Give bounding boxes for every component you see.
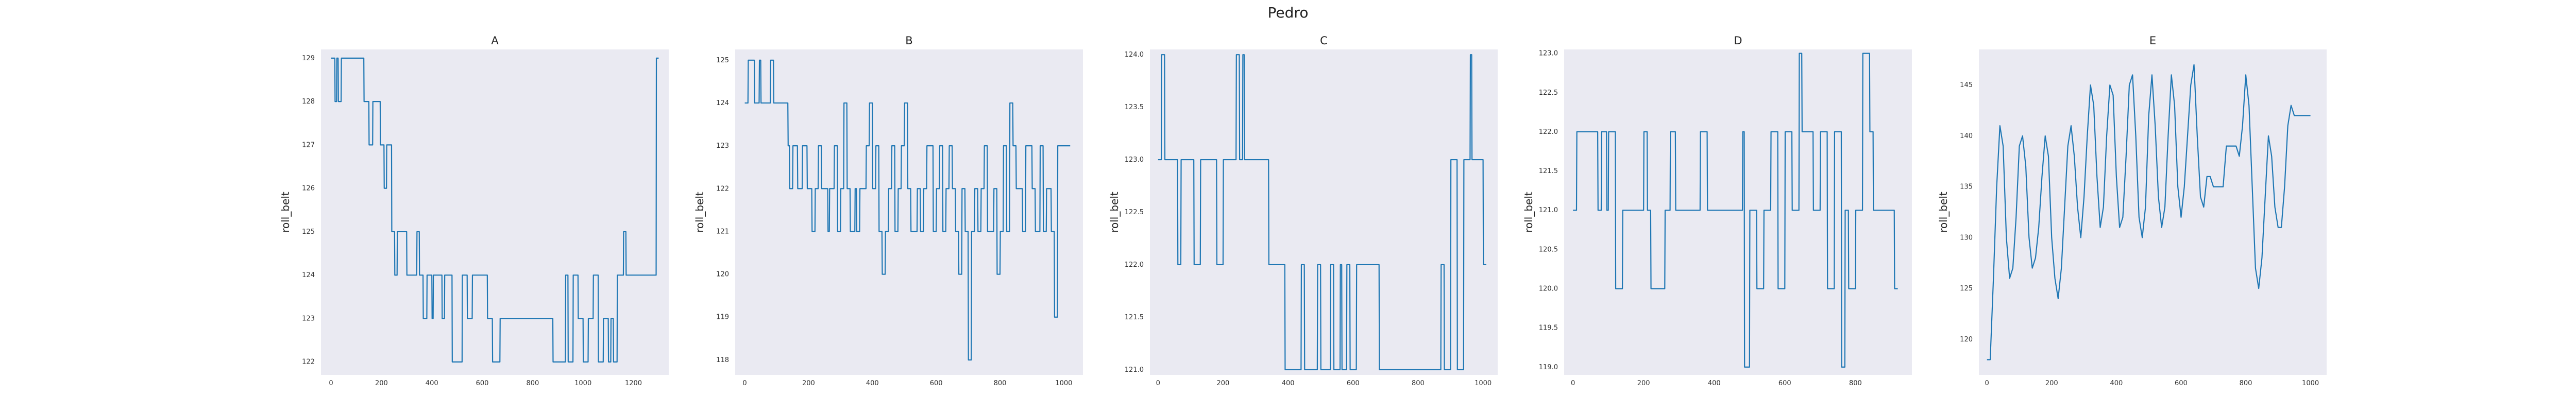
series-line-a bbox=[331, 57, 659, 363]
x-tick-label: 200 bbox=[1637, 380, 1650, 387]
subplot-title: B bbox=[905, 35, 912, 47]
series-line-e bbox=[1987, 64, 2311, 360]
x-tick-label: 0 bbox=[1571, 380, 1575, 387]
plot-area bbox=[735, 49, 1083, 375]
y-tick-label: 127 bbox=[302, 141, 315, 149]
x-tick-label: 400 bbox=[1282, 380, 1295, 387]
x-tick-label: 200 bbox=[2045, 380, 2058, 387]
x-tick-label: 400 bbox=[2110, 380, 2123, 387]
x-tick-label: 800 bbox=[2240, 380, 2252, 387]
x-tick-label: 600 bbox=[476, 380, 489, 387]
y-tick-label: 130 bbox=[1960, 234, 1973, 242]
x-tick-label: 200 bbox=[375, 380, 388, 387]
y-axis-label: roll_belt bbox=[693, 192, 706, 233]
plot-area bbox=[1150, 49, 1498, 375]
y-tick-label: 122.5 bbox=[1539, 89, 1558, 97]
y-tick-label: 119.0 bbox=[1539, 364, 1558, 371]
x-tick-label: 600 bbox=[1347, 380, 1360, 387]
y-tick-label: 128 bbox=[302, 98, 315, 106]
y-tick-label: 121.0 bbox=[1539, 207, 1558, 214]
y-tick-label: 129 bbox=[302, 55, 315, 62]
y-tick-label: 123.5 bbox=[1125, 104, 1144, 111]
x-tick-label: 0 bbox=[329, 380, 333, 387]
x-tick-label: 1000 bbox=[1475, 380, 1492, 387]
y-tick-label: 120 bbox=[716, 271, 729, 279]
x-tick-label: 400 bbox=[426, 380, 438, 387]
x-tick-label: 600 bbox=[1778, 380, 1791, 387]
y-tick-label: 135 bbox=[1960, 183, 1973, 191]
x-tick-label: 800 bbox=[1412, 380, 1425, 387]
y-tick-label: 123 bbox=[302, 315, 315, 322]
y-tick-label: 145 bbox=[1960, 81, 1973, 89]
y-axis-label: roll_belt bbox=[1522, 192, 1535, 233]
x-tick-label: 800 bbox=[526, 380, 539, 387]
y-tick-label: 125 bbox=[1960, 285, 1973, 293]
x-tick-label: 600 bbox=[930, 380, 943, 387]
y-tick-label: 120 bbox=[1960, 336, 1973, 344]
y-tick-label: 126 bbox=[302, 185, 315, 193]
y-tick-label: 121.5 bbox=[1125, 314, 1144, 321]
y-tick-label: 122 bbox=[716, 185, 729, 193]
x-tick-label: 0 bbox=[1985, 380, 1989, 387]
y-tick-label: 123 bbox=[716, 142, 729, 150]
y-tick-label: 121.5 bbox=[1539, 167, 1558, 175]
y-tick-label: 119.5 bbox=[1539, 324, 1558, 332]
figure-title: Pedro bbox=[1268, 4, 1309, 21]
y-tick-label: 121.0 bbox=[1125, 366, 1144, 374]
y-tick-label: 120.0 bbox=[1539, 285, 1558, 293]
x-tick-label: 0 bbox=[742, 380, 747, 387]
subplot-title: E bbox=[2149, 35, 2156, 47]
x-tick-label: 400 bbox=[1708, 380, 1721, 387]
subplot-title: C bbox=[1320, 35, 1328, 47]
y-tick-label: 123.0 bbox=[1539, 50, 1558, 58]
y-tick-label: 124 bbox=[302, 271, 315, 279]
x-tick-label: 1000 bbox=[1055, 380, 1072, 387]
y-tick-label: 122.0 bbox=[1539, 128, 1558, 136]
y-tick-label: 121 bbox=[716, 228, 729, 235]
y-tick-label: 120.5 bbox=[1539, 246, 1558, 253]
subplot-title: A bbox=[491, 35, 499, 47]
x-tick-label: 1000 bbox=[2302, 380, 2319, 387]
series-line-b bbox=[744, 59, 1071, 360]
x-tick-label: 1000 bbox=[574, 380, 591, 387]
y-tick-label: 119 bbox=[716, 314, 729, 321]
series-line-c bbox=[1158, 54, 1486, 370]
plot-area bbox=[321, 49, 669, 375]
x-tick-label: 400 bbox=[866, 380, 879, 387]
y-axis-label: roll_belt bbox=[1937, 192, 1950, 233]
plot-area bbox=[1564, 49, 1912, 375]
x-tick-label: 800 bbox=[1849, 380, 1862, 387]
x-tick-label: 200 bbox=[802, 380, 815, 387]
y-tick-label: 118 bbox=[716, 356, 729, 364]
y-tick-label: 122 bbox=[302, 358, 315, 366]
y-tick-label: 122.0 bbox=[1125, 261, 1144, 269]
x-tick-label: 0 bbox=[1156, 380, 1160, 387]
y-tick-label: 124 bbox=[716, 99, 729, 107]
plot-area bbox=[1979, 49, 2327, 375]
subplot-title: D bbox=[1734, 35, 1742, 47]
y-axis-label: roll_belt bbox=[279, 192, 292, 233]
y-tick-label: 122.5 bbox=[1125, 209, 1144, 216]
x-tick-label: 200 bbox=[1217, 380, 1230, 387]
x-tick-label: 800 bbox=[994, 380, 1007, 387]
x-tick-label: 1200 bbox=[625, 380, 642, 387]
y-axis-label: roll_belt bbox=[1108, 192, 1121, 233]
y-tick-label: 123.0 bbox=[1125, 156, 1144, 164]
series-line-d bbox=[1573, 53, 1898, 368]
y-tick-label: 140 bbox=[1960, 132, 1973, 140]
y-tick-label: 125 bbox=[716, 57, 729, 64]
x-tick-label: 600 bbox=[2175, 380, 2188, 387]
y-tick-label: 124.0 bbox=[1125, 51, 1144, 59]
y-tick-label: 125 bbox=[302, 228, 315, 236]
